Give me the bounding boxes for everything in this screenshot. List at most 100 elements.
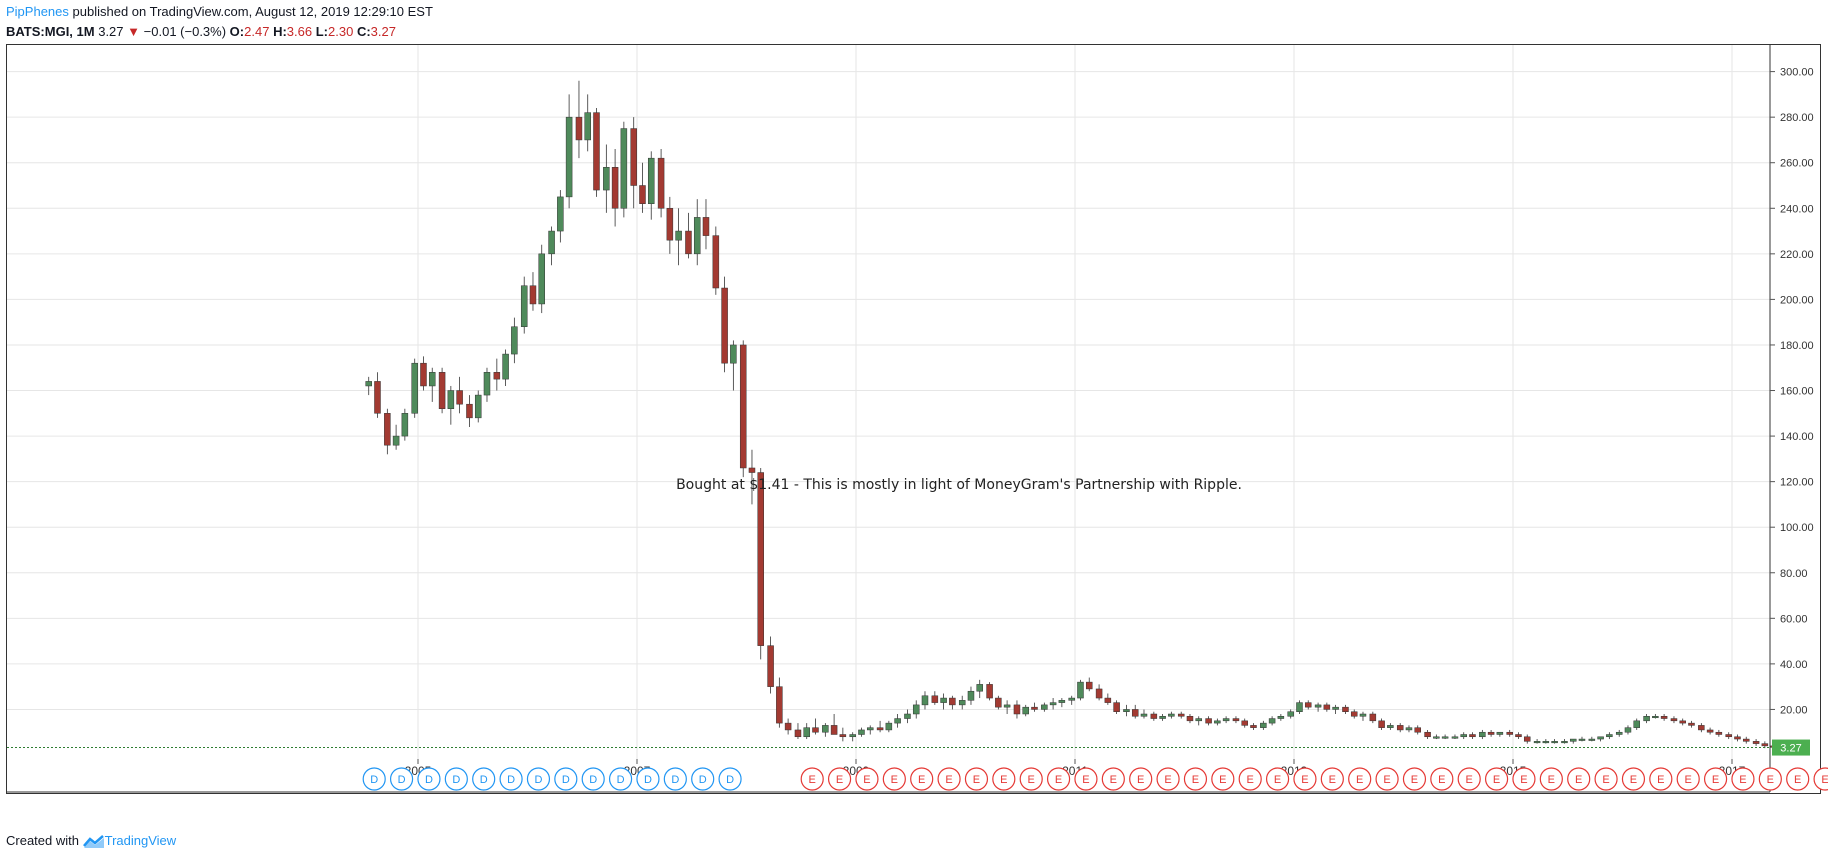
candle [1049, 698, 1057, 710]
price-tick-label: 20.00 [1780, 704, 1808, 716]
candle-body [1232, 718, 1240, 722]
candle-body [401, 413, 409, 437]
price-tick-label: 280.00 [1780, 112, 1814, 124]
candle-body [1369, 713, 1377, 722]
candle [1396, 723, 1404, 733]
earnings-marker-label: E [1383, 774, 1390, 786]
earnings-marker: E [1512, 767, 1536, 791]
candle-body [685, 230, 692, 255]
earnings-marker-label: E [891, 774, 898, 786]
tradingview-link[interactable]: TradingView [104, 833, 177, 848]
earnings-marker-circle [1786, 767, 1810, 791]
earnings-marker-label: E [918, 774, 925, 786]
candle [1277, 713, 1285, 721]
candle-body [1095, 688, 1103, 699]
candle-body [748, 467, 756, 473]
candle-body [1523, 736, 1531, 742]
earnings-marker-label: E [1028, 774, 1035, 786]
candle-body [1451, 736, 1459, 739]
candle-body [1643, 716, 1650, 722]
candle-body [1013, 704, 1021, 715]
candle [702, 199, 710, 250]
candle [1742, 736, 1750, 744]
dividend-marker-circle [608, 767, 633, 791]
chart-frame[interactable] [6, 44, 1821, 794]
earnings-marker-circle [1101, 767, 1125, 791]
candle [739, 340, 747, 478]
candle [411, 358, 418, 418]
price-axis[interactable]: 20.00 40.00 60.00 80.00 100.00 120.00 140.00 16… [1769, 45, 1814, 792]
candle-body [1342, 706, 1349, 712]
candle-body [529, 285, 537, 305]
candle [647, 151, 655, 220]
footer: Created with TradingView [6, 833, 176, 849]
candle-body [1314, 704, 1322, 708]
last-price-tag-bg [1772, 739, 1810, 756]
candle [1159, 713, 1166, 721]
candle-body [1378, 720, 1385, 728]
candle [1441, 734, 1449, 740]
earnings-marker-label: E [1466, 774, 1473, 786]
earnings-marker-label: E [1794, 774, 1801, 786]
earnings-marker-label: E [1356, 774, 1363, 786]
earnings-marker-label: E [809, 774, 816, 786]
candle [384, 408, 391, 455]
candle-body [1515, 734, 1522, 738]
candle-body [438, 372, 446, 409]
candle [1195, 716, 1202, 726]
candle [1022, 704, 1029, 717]
candle [493, 358, 501, 391]
candle [904, 709, 911, 724]
candle [940, 693, 947, 710]
candle [584, 94, 591, 152]
candle [757, 467, 764, 660]
candle-body [949, 697, 956, 706]
candle-body [1469, 734, 1476, 738]
earnings-marker-circle [964, 767, 989, 791]
candle-body [1460, 734, 1467, 738]
candle-body [1260, 722, 1267, 728]
earnings-marker-circle [1512, 767, 1536, 791]
candle [931, 691, 939, 705]
created-with-label: Created with [6, 833, 79, 848]
candle [1077, 679, 1084, 701]
candle [1633, 718, 1640, 730]
earnings-marker: E [1731, 767, 1755, 791]
candle [1606, 732, 1613, 740]
earnings-marker-circle [1211, 767, 1235, 791]
earnings-marker-circle [1046, 767, 1071, 791]
candle [575, 80, 583, 159]
candle [1287, 709, 1294, 719]
candle [1624, 725, 1632, 735]
candle-body [858, 729, 865, 735]
candle [548, 226, 555, 266]
author-link[interactable]: PipPhenes [6, 4, 69, 19]
candle-body [502, 353, 509, 380]
candle [1095, 684, 1103, 701]
earnings-marker: E [1348, 767, 1372, 791]
candle-body [639, 185, 646, 204]
earnings-marker-circle [1594, 767, 1618, 791]
price-tick-label: 140.00 [1780, 431, 1814, 443]
candle-body [1670, 718, 1678, 722]
symbol-label[interactable]: BATS:MGI, 1M [6, 24, 95, 39]
candle-body [1660, 716, 1668, 719]
candle-body [428, 372, 436, 387]
candle-body [1168, 713, 1175, 717]
earnings-marker-label: E [1657, 774, 1664, 786]
earnings-marker-circle [1813, 767, 1828, 791]
candle [1424, 729, 1431, 740]
candle-body [794, 729, 802, 738]
candle-body [374, 381, 381, 414]
candle [1068, 695, 1075, 705]
candle [721, 276, 728, 373]
dividend-marker-circle [499, 767, 523, 791]
candle-body [1633, 720, 1640, 728]
candle [474, 390, 482, 423]
candle-body [630, 128, 637, 186]
candle [1369, 711, 1377, 724]
earnings-marker-label: E [1575, 774, 1582, 786]
candle-body [548, 230, 555, 255]
candle-body [1323, 704, 1331, 710]
